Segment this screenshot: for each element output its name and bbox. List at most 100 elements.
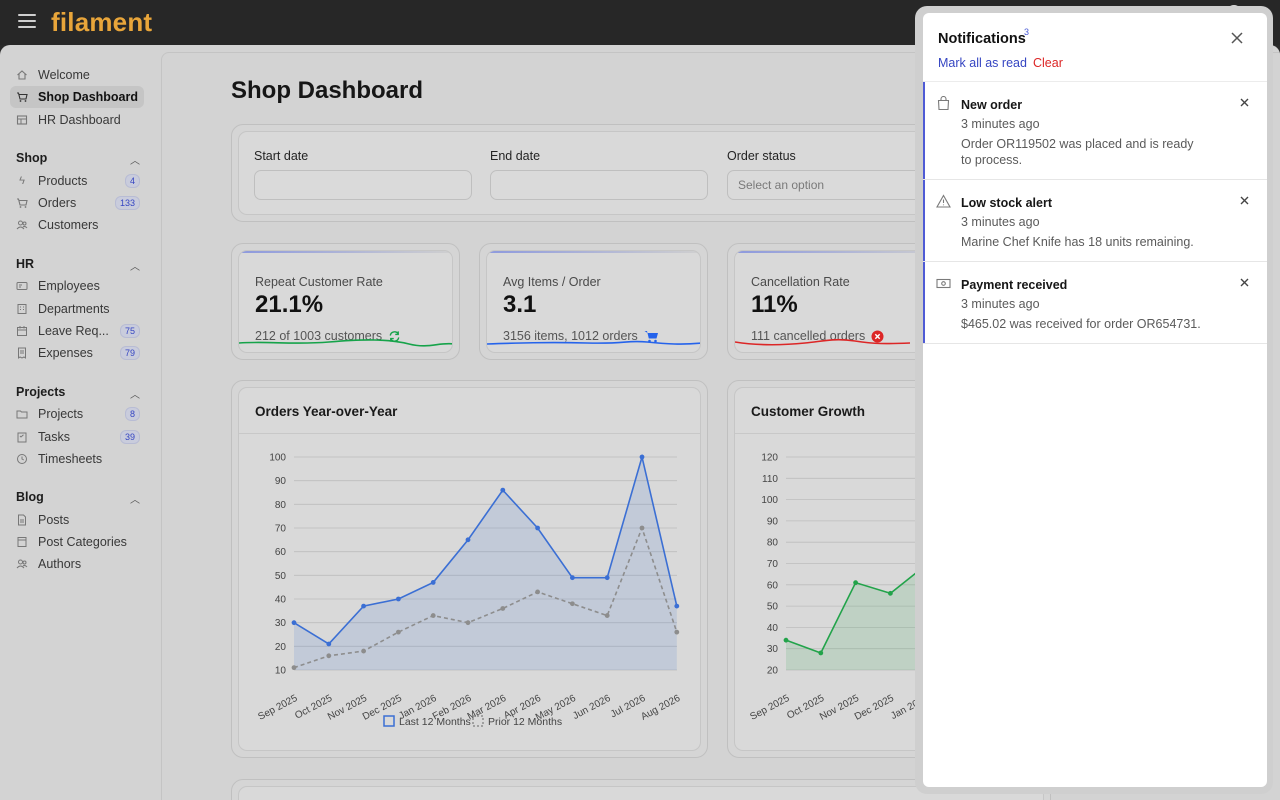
- sidebar-item-label: Leave Req...: [38, 324, 109, 338]
- nav-group-hr[interactable]: HR: [16, 257, 35, 271]
- sidebar-item-products[interactable]: ϟ Products 4: [10, 170, 144, 192]
- nav-group-blog[interactable]: Blog: [16, 490, 44, 504]
- y-tick-label: 100: [269, 453, 286, 464]
- brand-logo[interactable]: filament: [51, 7, 153, 37]
- stat-label: Repeat Customer Rate: [255, 275, 383, 289]
- y-tick-label: 100: [761, 495, 778, 506]
- notification-time: 3 minutes ago: [961, 215, 1040, 229]
- unread-indicator: [923, 82, 925, 179]
- sidebar-item-post-categories[interactable]: Post Categories: [10, 531, 144, 553]
- cart-icon: [16, 197, 28, 209]
- sidebar-item-tasks[interactable]: Tasks 39: [10, 426, 144, 448]
- refresh-icon: [389, 330, 400, 342]
- chevron-up-icon[interactable]: ︿: [130, 156, 140, 167]
- sidebar-item-leave-requests[interactable]: Leave Req... 75: [10, 320, 144, 342]
- y-tick-label: 50: [275, 571, 287, 582]
- dismiss-icon[interactable]: [1239, 97, 1250, 108]
- data-point: [361, 648, 366, 654]
- chevron-up-icon[interactable]: ︿: [130, 390, 140, 401]
- data-point: [326, 653, 332, 659]
- order-status-label: Order status: [727, 149, 796, 163]
- calendar-icon: [16, 325, 28, 337]
- sidebar-item-authors[interactable]: Authors: [10, 553, 144, 575]
- sidebar-item-label: Posts: [38, 513, 70, 527]
- sidebar-item-label: Expenses: [38, 346, 93, 360]
- nav-group-projects[interactable]: Projects: [16, 385, 66, 399]
- sidebar-item-employees[interactable]: Employees: [10, 275, 144, 297]
- data-point: [465, 537, 471, 543]
- x-tick-label: Dec 2025: [853, 693, 896, 723]
- sidebar-item-customers[interactable]: Customers: [10, 214, 144, 236]
- unread-indicator: [923, 262, 925, 343]
- notification-item[interactable]: Low stock alert 3 minutes ago Marine Che…: [923, 180, 1267, 262]
- data-point: [570, 601, 575, 607]
- sidebar-item-label: Tasks: [38, 430, 70, 444]
- notification-title: New order: [961, 98, 1023, 112]
- close-icon[interactable]: [1228, 29, 1246, 47]
- sidebar-item-welcome[interactable]: Welcome: [10, 64, 144, 86]
- store-icon: [16, 91, 28, 103]
- y-tick-label: 20: [275, 642, 287, 653]
- nav-group-shop[interactable]: Shop: [16, 151, 48, 165]
- data-point: [604, 575, 610, 581]
- end-date-input[interactable]: [490, 170, 708, 200]
- clipboard-icon: [16, 431, 28, 443]
- sidebar-item-hr-dashboard[interactable]: HR Dashboard: [10, 109, 144, 131]
- stat-sparkline: [487, 340, 700, 345]
- sidebar-item-shop-dashboard[interactable]: Shop Dashboard: [10, 86, 144, 108]
- building-icon: [16, 303, 28, 315]
- sidebar-item-label: Post Categories: [38, 535, 127, 549]
- sidebar-item-departments[interactable]: Departments: [10, 298, 144, 320]
- start-date-input[interactable]: [254, 170, 472, 200]
- chart-title: Orders Year-over-Year: [255, 404, 398, 419]
- legend-swatch: [383, 715, 395, 727]
- y-tick-label: 60: [275, 547, 287, 558]
- stat-value: 11%: [751, 291, 798, 318]
- sidebar-item-projects[interactable]: Projects 8: [10, 403, 144, 425]
- document-icon: [16, 514, 28, 526]
- divider: [239, 433, 700, 434]
- chevron-up-icon[interactable]: ︿: [130, 495, 140, 506]
- notifications-panel: Notifications 3 Mark all as read Clear N…: [923, 13, 1267, 787]
- y-tick-label: 20: [767, 666, 779, 677]
- notification-item[interactable]: Payment received 3 minutes ago $465.02 w…: [923, 262, 1267, 344]
- data-point: [570, 575, 575, 581]
- count-badge: 39: [119, 430, 140, 444]
- x-tick-label: Sep 2025: [748, 693, 791, 723]
- stat-label: Cancellation Rate: [751, 275, 850, 289]
- clear-notifications-link[interactable]: Clear: [1033, 56, 1063, 70]
- y-tick-label: 90: [275, 476, 287, 487]
- count-badge: 4: [124, 174, 140, 188]
- x-tick-label: Dec 2025: [361, 693, 404, 723]
- notification-body: Order OR119502 was placed and is ready t…: [961, 137, 1194, 167]
- data-point: [430, 580, 436, 585]
- data-point: [500, 487, 506, 493]
- sidebar-item-orders[interactable]: Orders 133: [10, 192, 144, 214]
- orders-yoy-card: Orders Year-over-Year 10 20 30 40 50 60 70 80 90…: [231, 380, 708, 758]
- dismiss-icon[interactable]: [1239, 195, 1250, 206]
- data-point: [818, 650, 824, 656]
- series-line: [293, 453, 678, 645]
- mark-all-read-link[interactable]: Mark all as read: [938, 56, 1027, 70]
- stat-description-text: 3156 items, 1012 orders: [503, 329, 638, 343]
- x-tick-label: Aug 2026: [639, 693, 682, 723]
- y-tick-label: 110: [762, 474, 778, 485]
- stat-card-inner: Cancellation Rate 11% 111 cancelled orde…: [734, 250, 949, 353]
- data-point: [291, 665, 297, 671]
- divider: [923, 81, 1267, 82]
- legend-swatch: [472, 715, 484, 727]
- sidebar-item-posts[interactable]: Posts: [10, 509, 144, 531]
- stat-description-text: 212 of 1003 customers: [255, 329, 383, 343]
- stat-card-inner: Repeat Customer Rate 21.1% 212 of 1003 c…: [238, 250, 453, 353]
- stat-value: 21.1%: [255, 291, 324, 318]
- series-line: [293, 525, 678, 669]
- dismiss-icon[interactable]: [1239, 277, 1250, 288]
- sidebar-item-timesheets[interactable]: Timesheets: [10, 448, 144, 470]
- stat-description: 212 of 1003 customers: [255, 329, 401, 343]
- bolt-icon: ϟ: [19, 175, 25, 187]
- chevron-up-icon[interactable]: ︿: [130, 262, 140, 273]
- menu-icon[interactable]: [18, 14, 36, 28]
- sidebar-item-expenses[interactable]: Expenses 79: [10, 342, 144, 364]
- notification-item[interactable]: New order 3 minutes ago Order OR119502 w…: [923, 82, 1267, 180]
- stat-sparkline: [239, 339, 452, 347]
